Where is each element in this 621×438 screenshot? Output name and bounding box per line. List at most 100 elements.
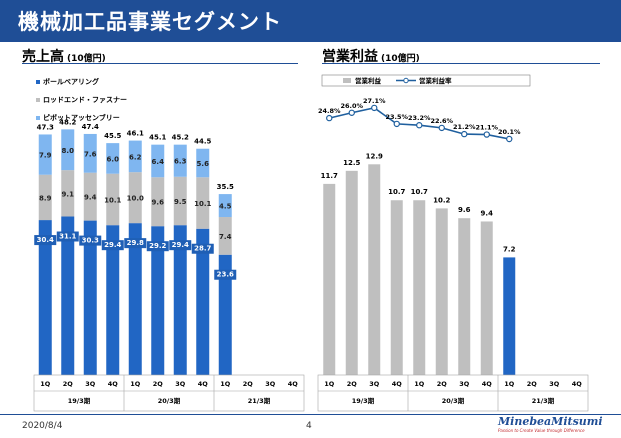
sales-segment-label: 8.0 (62, 147, 75, 155)
quarter-label: 2Q (347, 380, 358, 388)
op-margin-label: 27.1% (363, 97, 386, 105)
sales-segment-label: 10.0 (127, 195, 144, 203)
footer-date: 2020/8/4 (22, 421, 63, 431)
profit-bar (413, 200, 426, 375)
sales-heading-rule (22, 63, 298, 64)
op-margin-label: 21.1% (475, 124, 498, 132)
profit-bar (390, 200, 403, 375)
page-number: 4 (306, 421, 312, 431)
sales-segment-label: 23.6 (217, 271, 234, 279)
sales-segment-label: 5.6 (197, 160, 210, 168)
sales-bar-segment (38, 134, 52, 175)
sales-segment-label: 4.5 (219, 203, 232, 211)
quarter-label: 4Q (108, 380, 119, 388)
quarter-label: 2Q (153, 380, 164, 388)
quarter-label: 1Q (324, 380, 335, 388)
legend-swatch (36, 98, 40, 102)
company-logo: MinebeaMitsumi Passion to Create Value t… (498, 416, 616, 438)
quarter-label: 1Q (40, 380, 51, 388)
sales-total-label: 47.4 (82, 123, 99, 131)
profit-bar-label: 9.4 (481, 209, 494, 217)
profit-heading-rule (322, 63, 600, 64)
sales-bar-segment (83, 133, 97, 173)
sales-segment-label: 6.4 (152, 158, 165, 166)
quarter-label: 1Q (220, 380, 231, 388)
sales-bar-segment (218, 254, 232, 375)
legend-swatch (36, 80, 40, 84)
quarter-label: 4Q (482, 380, 493, 388)
quarter-label: 2Q (437, 380, 448, 388)
footer-rule (0, 414, 621, 415)
period-label: 21/3期 (532, 396, 555, 405)
sales-bar-segment (196, 228, 210, 375)
quarter-label: 1Q (414, 380, 425, 388)
sales-total-label: 44.5 (194, 138, 211, 146)
quarter-label: 3Q (369, 380, 380, 388)
profit-bar-label: 10.2 (433, 196, 450, 204)
quarter-label: 1Q (504, 380, 515, 388)
profit-bar-label: 9.6 (458, 206, 471, 214)
sales-label-box (146, 241, 169, 252)
profit-bar (480, 221, 493, 375)
sales-segment-label: 30.4 (37, 236, 54, 244)
profit-bar (345, 170, 358, 375)
legend-label: ピボットアッセンブリー (43, 113, 120, 122)
sales-bar-segment (83, 172, 97, 221)
sales-chart-unit: (10億円) (67, 54, 106, 64)
quarter-label: 4Q (572, 380, 583, 388)
profit-bar (458, 218, 471, 375)
title-bar: 機械加工品事業セグメント (0, 0, 621, 42)
legend-marker (403, 77, 409, 84)
op-margin-label: 21.2% (453, 123, 476, 131)
profit-bar (503, 257, 516, 375)
sales-segment-label: 9.4 (84, 194, 97, 202)
sales-segment-label: 29.2 (149, 242, 166, 250)
sales-segment-label: 7.6 (84, 150, 97, 158)
op-margin-label: 22.6% (430, 117, 453, 125)
sales-segment-label: 7.4 (219, 233, 232, 241)
quarter-label: 3Q (175, 380, 186, 388)
sales-total-label: 46.1 (127, 130, 144, 138)
sales-label-box (101, 240, 124, 251)
quarter-label: 4Q (392, 380, 403, 388)
profit-bar (368, 164, 381, 375)
op-margin-point (371, 104, 378, 112)
sales-bar-segment (38, 174, 52, 221)
sales-bar-segment (218, 217, 232, 255)
quarter-label: 3Q (265, 380, 276, 388)
sales-segment-label: 31.1 (59, 233, 76, 241)
sales-label-box (214, 269, 237, 280)
quarter-label: 1Q (130, 380, 141, 388)
page-title: 機械加工品事業セグメント (18, 10, 282, 34)
sales-bar-segment (196, 148, 210, 178)
op-margin-point (348, 109, 355, 116)
sales-bar-segment (218, 194, 232, 218)
sales-segment-label: 30.3 (82, 237, 99, 245)
period-label: 19/3期 (352, 396, 375, 405)
quarter-label: 2Q (243, 380, 254, 388)
quarter-label: 2Q (527, 380, 538, 388)
sales-segment-label: 6.0 (107, 155, 120, 163)
profit-chart-unit: (10億円) (381, 54, 420, 64)
sales-chart-title: 売上高 (22, 49, 64, 65)
sales-total-label: 45.2 (172, 134, 189, 142)
period-label: 21/3期 (248, 396, 271, 405)
category-axis-box (317, 374, 589, 412)
sales-bar-segment (128, 172, 142, 224)
quarter-label: 3Q (459, 380, 470, 388)
sales-label-box (191, 243, 214, 254)
sales-label-box (169, 240, 192, 251)
quarter-label: 3Q (85, 380, 96, 388)
op-margin-point (416, 122, 423, 129)
logo-tagline: Passion to Create Value through Differen… (498, 428, 585, 433)
profit-bar-label: 12.9 (366, 152, 383, 160)
profit-chart-heading: 営業利益 (10億円) (322, 46, 420, 66)
sales-segment-label: 7.9 (39, 152, 52, 160)
sales-bar-segment (61, 170, 75, 217)
sales-bar-segment (83, 220, 97, 375)
period-label: 19/3期 (68, 396, 91, 405)
op-margin-label: 23.5% (385, 113, 408, 121)
legend-label: 営業利益率 (419, 76, 452, 85)
sales-bar-segment (196, 177, 210, 229)
